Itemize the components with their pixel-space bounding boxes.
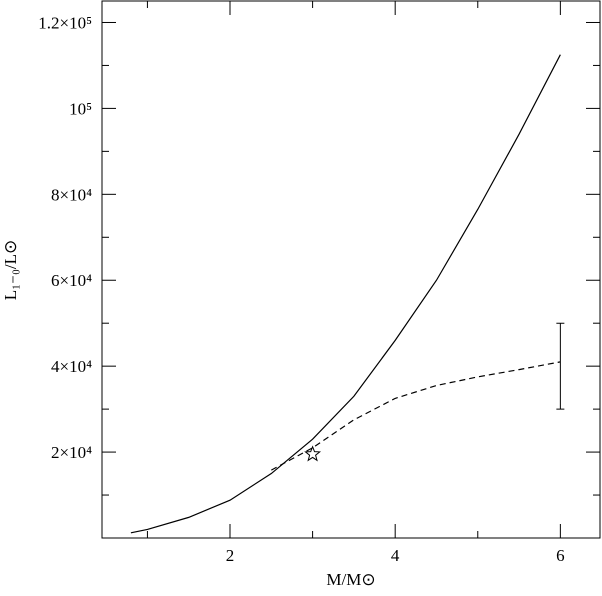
- x-tick-label: 6: [556, 546, 565, 565]
- plot-frame: [101, 0, 601, 539]
- curve: [130, 54, 561, 534]
- y-axis-label: L₁₋₀/L⊙: [1, 240, 20, 301]
- x-axis-label: M/M⊙: [326, 570, 375, 589]
- y-tick-label: 4×10⁴: [51, 357, 92, 376]
- x-tick-label: 4: [391, 546, 400, 565]
- y-tick-label: 6×10⁴: [51, 271, 92, 290]
- error-bar: [556, 322, 565, 410]
- curve: [271, 361, 561, 471]
- y-tick-label: 2×10⁴: [51, 443, 92, 462]
- y-tick-label: 10⁵: [69, 99, 92, 118]
- star-marker: [304, 445, 322, 462]
- y-tick-label: 1.2×10⁵: [38, 13, 92, 32]
- x-tick-label: 2: [226, 546, 235, 565]
- y-tick-label: 8×10⁴: [51, 185, 92, 204]
